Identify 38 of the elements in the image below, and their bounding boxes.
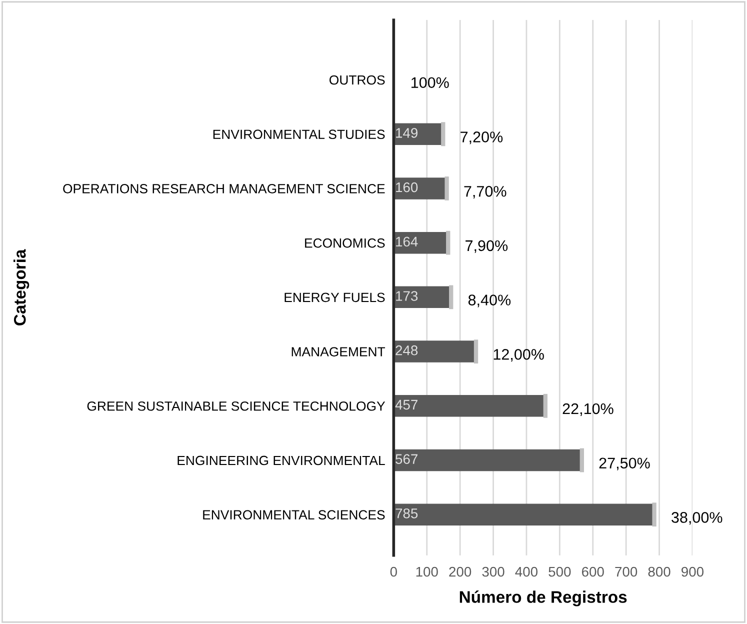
annotation: 7,90% [466, 240, 508, 253]
annotation: 8,40% [468, 294, 511, 308]
x-tick-label: 100 [416, 566, 438, 577]
x-tick-label: 200 [449, 566, 472, 577]
data-label: 248 [396, 345, 418, 356]
annotation: 100% [412, 77, 449, 88]
annotation: 7,20% [460, 132, 503, 144]
annotation: 38,00% [672, 512, 722, 525]
y-tick-label: MANAGEMENT [292, 347, 386, 356]
y-tick-label: OUTROS [330, 75, 385, 85]
annotation: 27,50% [599, 458, 650, 470]
y-tick-label: ENGINEERING ENVIRONMENTAL [178, 456, 385, 466]
x-tick-label: 0 [390, 566, 397, 577]
x-tick-label: 900 [682, 566, 704, 577]
annotation: 12,00% [494, 348, 544, 362]
x-tick-label: 800 [648, 566, 670, 577]
x-tick-label: 500 [548, 566, 571, 577]
y-tick-label: ENVIRONMENTAL STUDIES [213, 130, 385, 140]
data-label: 457 [395, 400, 418, 410]
data-label: 785 [396, 508, 418, 518]
x-tick-label: 400 [515, 566, 538, 577]
x-tick-label: 700 [615, 566, 638, 577]
data-label: 149 [396, 128, 418, 138]
y-tick-label: ENVIRONMENTAL SCIENCES [203, 510, 385, 520]
y-tick-label: GREEN SUSTAINABLE SCIENCE TECHNOLOGY [87, 401, 386, 411]
data-label: 160 [396, 182, 418, 192]
x-axis-title: Número de Registros [460, 590, 627, 606]
data-label: 164 [396, 236, 418, 247]
y-axis-title: Categoria [14, 249, 30, 326]
x-tick-label: 300 [482, 566, 504, 577]
x-tick-label: 600 [582, 566, 604, 577]
y-tick-label: ECONOMICS [305, 238, 385, 248]
y-tick-label: OPERATIONS RESEARCH MANAGEMENT SCIENCE [63, 184, 385, 194]
data-label: 567 [396, 454, 418, 464]
annotation: 7,70% [464, 186, 506, 199]
annotation: 22,10% [562, 403, 614, 416]
data-label: 173 [396, 291, 418, 301]
y-tick-label: ENERGY FUELS [284, 292, 385, 302]
